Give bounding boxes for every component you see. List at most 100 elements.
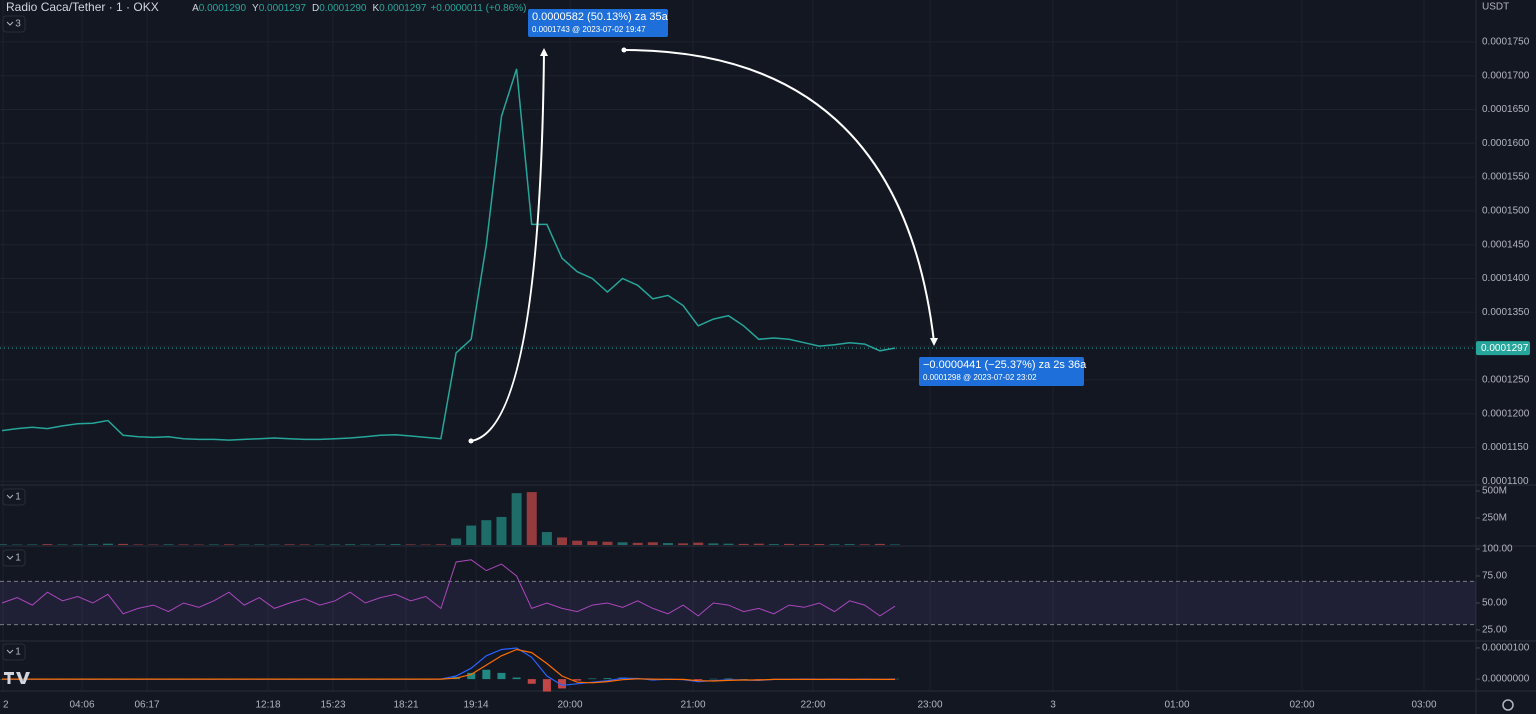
x-tick-label: 2: [3, 700, 9, 711]
volume-bar: [768, 544, 779, 545]
histogram-bar: [527, 679, 536, 684]
volume-bar: [814, 544, 825, 545]
histogram-bar: [724, 678, 733, 680]
y-tick-label: 0.0001200: [1482, 408, 1530, 419]
volume-bar: [693, 542, 704, 545]
volume-bar: [617, 542, 628, 545]
settings-icon[interactable]: [1502, 699, 1514, 711]
volume-bar: [557, 537, 568, 545]
arrow-start: [621, 47, 627, 53]
ohlc-letter: Y: [252, 3, 259, 14]
volume-bar: [481, 520, 492, 545]
pane-toggle[interactable]: [2, 15, 26, 33]
y-tick-label: 0.0001100: [1482, 476, 1529, 487]
volume-bar: [0, 544, 7, 545]
change: +0.0000011 (+0.86%): [430, 3, 526, 14]
volume-bar: [451, 538, 462, 545]
ohlc-letter: K: [373, 3, 380, 14]
volume-bar: [224, 544, 235, 545]
pane-toggle-label: 3: [15, 19, 21, 30]
x-tick-label: 21:00: [680, 700, 705, 711]
y-tick-label: 0.0001600: [1482, 138, 1530, 149]
x-tick-label: 06:17: [134, 700, 159, 711]
volume-bar: [799, 544, 810, 545]
volume-bar: [375, 544, 386, 545]
measure-arrow: [623, 49, 935, 343]
volume-bar: [859, 544, 870, 545]
tv-logo-mark: [4, 672, 30, 684]
chevron: [6, 555, 14, 560]
volume-bar: [466, 525, 477, 545]
volume-bar: [632, 542, 643, 545]
histogram-bar: [573, 679, 582, 681]
x-tick-label: 15:23: [320, 700, 345, 711]
volume-bar: [829, 544, 840, 545]
pane-toggle[interactable]: [2, 643, 26, 661]
volume-bar: [299, 544, 310, 545]
arrow-head: [930, 338, 938, 346]
volume-bar: [662, 543, 673, 545]
y-tick-label: 0.0001400: [1482, 273, 1530, 284]
ohlc-letter: D: [312, 3, 319, 14]
band-fill: [0, 581, 1476, 625]
volume-bar: [72, 544, 83, 545]
volume-bar: [345, 544, 356, 545]
volume-bar: [784, 543, 795, 545]
histogram-bar: [588, 678, 597, 680]
chevron: [6, 494, 14, 499]
histogram-bar: [542, 679, 551, 692]
histogram-bar: [482, 669, 491, 680]
volume-bar: [708, 543, 719, 545]
histogram-bar: [694, 679, 703, 681]
x-tick-label: 03:00: [1411, 700, 1436, 711]
measure-text: −0.0000441 (−25.37%) za 2s 36a: [923, 359, 1087, 371]
volume-bar: [405, 544, 416, 545]
volume-bar: [133, 544, 144, 545]
histogram-bar: [497, 672, 506, 680]
x-tick-label: 23:00: [917, 700, 942, 711]
x-tick-label: 20:00: [557, 700, 582, 711]
volume-bar: [587, 541, 598, 545]
volume-bar: [647, 542, 658, 545]
volume-bar: [360, 544, 371, 545]
volume-bar: [541, 532, 552, 545]
volume-bar: [178, 544, 189, 545]
arrow-start: [468, 438, 474, 444]
last-price-label: 0.0001297: [1481, 343, 1529, 354]
measure-box: [528, 9, 668, 37]
measure-detail: 0.0001743 @ 2023-07-02 19:47: [532, 25, 646, 34]
last-price-box: [1476, 341, 1530, 356]
volume-bar: [526, 492, 537, 545]
histogram-bar: [603, 678, 612, 680]
volume-bar: [390, 544, 401, 545]
y-tick-label: 0.0001450: [1482, 239, 1530, 250]
y-tick-label: 250M: [1482, 513, 1507, 524]
volume-bar: [27, 544, 38, 545]
volume-bar: [874, 543, 885, 545]
histogram-bar: [709, 678, 718, 680]
histogram-bar: [558, 679, 567, 689]
y-tick-label: 500M: [1482, 486, 1507, 497]
volume-bar: [753, 543, 764, 545]
x-tick-label: 22:00: [800, 700, 825, 711]
volume-bar: [42, 544, 53, 545]
histogram-bar: [512, 677, 521, 680]
y-tick-label: 0.0001750: [1482, 37, 1530, 48]
x-tick-label: 3: [1050, 700, 1056, 711]
pane-toggle[interactable]: [2, 488, 26, 506]
y-tick-label: 0.0001150: [1482, 442, 1529, 453]
x-tick-label: 04:06: [69, 700, 94, 711]
measure-arrow: [470, 51, 545, 442]
volume-bar: [496, 516, 507, 545]
y-tick-label: 0.0001500: [1482, 206, 1530, 217]
volume-bar: [678, 543, 689, 545]
y-tick-label: 75.00: [1482, 571, 1507, 582]
pane-toggle[interactable]: [2, 549, 26, 567]
y-tick-label: 50.00: [1482, 598, 1507, 609]
volume-bar: [163, 544, 174, 545]
y-tick-label: 0.0000100: [1482, 643, 1530, 654]
volume-bar: [87, 544, 98, 545]
volume-bar: [102, 543, 113, 545]
